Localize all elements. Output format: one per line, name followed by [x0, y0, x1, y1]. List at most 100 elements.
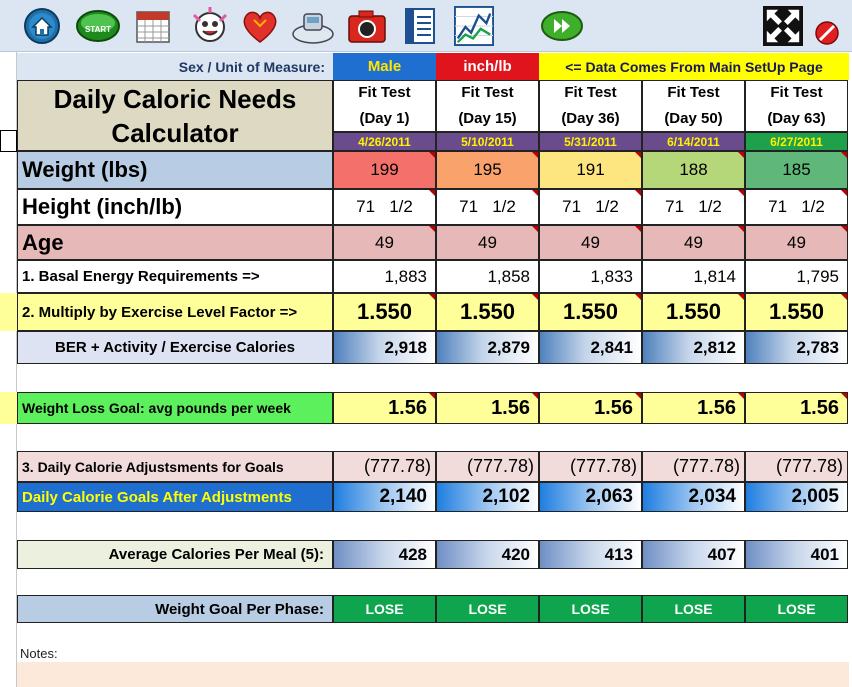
ber-cell: 1,833	[539, 260, 642, 293]
close-icon	[815, 21, 839, 45]
heart-icon	[243, 11, 277, 43]
phase-cell: LOSE	[436, 595, 539, 623]
fit-test-header: Fit Test (Day 50)	[642, 80, 745, 132]
comment-marker	[532, 152, 538, 158]
age-cell: 49	[539, 225, 642, 260]
factor-cell: 1.550	[642, 293, 745, 331]
gridline	[16, 52, 17, 687]
adjust-cell: (777.78)	[436, 451, 539, 482]
chart-button[interactable]	[454, 6, 494, 46]
comment-marker	[635, 294, 641, 300]
factor-cell: 1.550	[333, 293, 436, 331]
age-cell: 49	[436, 225, 539, 260]
start-button[interactable]: START	[75, 6, 121, 46]
home-icon	[24, 8, 60, 44]
loss-goal-cell: 1.56	[539, 392, 642, 424]
weight-cell: 199	[333, 151, 436, 189]
comment-marker	[532, 393, 538, 399]
scale-button[interactable]	[290, 6, 336, 46]
toolbar: START	[0, 0, 852, 52]
adjust-cell: (777.78)	[333, 451, 436, 482]
row-label-adjust: 3. Daily Calorie Adjustsments for Goals	[17, 451, 333, 482]
camera-icon	[348, 10, 386, 43]
comment-marker	[429, 152, 435, 158]
comment-marker	[635, 190, 641, 196]
calendar-button[interactable]	[133, 6, 173, 46]
scale-icon	[292, 13, 334, 44]
comment-marker	[635, 226, 641, 232]
loss-goal-cell: 1.56	[436, 392, 539, 424]
goal-cell: 2,005	[745, 482, 848, 512]
height-cell: 71 1/2	[436, 189, 539, 225]
fit-test-header: Fit Test (Day 63)	[745, 80, 848, 132]
chart-icon	[454, 6, 494, 46]
row-label-goal: Daily Calorie Goals After Adjustments	[17, 482, 333, 512]
notes-input[interactable]	[17, 662, 849, 687]
comment-marker	[841, 294, 847, 300]
phase-cell: LOSE	[333, 595, 436, 623]
age-cell: 49	[642, 225, 745, 260]
next-button[interactable]	[540, 6, 584, 46]
calculator-title: Daily Caloric Needs Calculator	[17, 80, 333, 151]
ber-cell: 1,795	[745, 260, 848, 293]
fit-test-date: 6/27/2011	[745, 132, 848, 151]
row-label-age: Age	[17, 225, 333, 260]
fit-test-header: Fit Test (Day 15)	[436, 80, 539, 132]
row-label-ber: 1. Basal Energy Requirements =>	[17, 260, 333, 293]
fit-test-date: 5/31/2011	[539, 132, 642, 151]
comment-marker	[841, 190, 847, 196]
comment-marker	[738, 294, 744, 300]
comment-marker	[738, 152, 744, 158]
comment-marker	[635, 393, 641, 399]
comment-marker	[532, 226, 538, 232]
ber-activity-cell: 2,783	[745, 331, 848, 364]
fit-test-day: (Day 36)	[561, 110, 620, 127]
goal-cell: 2,102	[436, 482, 539, 512]
comment-marker	[635, 152, 641, 158]
fit-test-label: Fit Test	[461, 84, 514, 101]
next-icon	[541, 11, 583, 41]
row-label-weight: Weight (lbs)	[17, 151, 333, 189]
comment-marker	[429, 226, 435, 232]
title-line-1: Daily Caloric Needs	[53, 83, 297, 114]
ber-cell: 1,883	[333, 260, 436, 293]
comment-marker	[429, 393, 435, 399]
comment-marker	[532, 294, 538, 300]
camera-button[interactable]	[347, 6, 387, 46]
selection-marker	[0, 130, 17, 152]
adjust-cell: (777.78)	[745, 451, 848, 482]
factor-cell: 1.550	[745, 293, 848, 331]
phase-cell: LOSE	[642, 595, 745, 623]
face-button[interactable]	[187, 6, 233, 46]
ber-activity-cell: 2,841	[539, 331, 642, 364]
row-label-ber-activity: BER + Activity / Exercise Calories	[17, 331, 333, 364]
comment-marker	[841, 393, 847, 399]
notes-button[interactable]	[400, 6, 440, 46]
fit-test-day: (Day 50)	[664, 110, 723, 127]
start-icon	[76, 10, 120, 42]
comment-marker	[738, 226, 744, 232]
ber-activity-cell: 2,879	[436, 331, 539, 364]
height-cell: 71 1/2	[333, 189, 436, 225]
home-button[interactable]	[22, 6, 62, 46]
ber-cell: 1,814	[642, 260, 745, 293]
heart-button[interactable]	[240, 6, 280, 46]
row-label-factor: 2. Multiply by Exercise Level Factor =>	[17, 293, 333, 331]
close-button[interactable]	[812, 18, 842, 48]
calendar-icon	[136, 11, 170, 43]
comment-marker	[738, 190, 744, 196]
age-cell: 49	[333, 225, 436, 260]
notes-label: Notes:	[20, 645, 58, 661]
goal-cell: 2,140	[333, 482, 436, 512]
weight-cell: 191	[539, 151, 642, 189]
fit-test-day: (Day 1)	[359, 110, 410, 127]
height-cell: 71 1/2	[745, 189, 848, 225]
fit-test-day: (Day 63)	[767, 110, 826, 127]
loss-row-margin	[0, 392, 17, 424]
comment-marker	[738, 393, 744, 399]
factor-cell: 1.550	[436, 293, 539, 331]
fit-test-label: Fit Test	[564, 84, 617, 101]
fullscreen-button[interactable]	[763, 6, 803, 46]
sex-value: Male	[333, 53, 436, 80]
unit-value: inch/lb	[436, 53, 539, 80]
